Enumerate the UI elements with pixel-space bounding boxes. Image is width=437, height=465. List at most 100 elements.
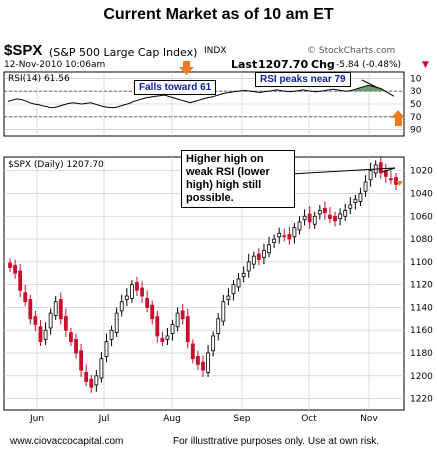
chg-down-marker: ▼ xyxy=(422,60,429,70)
candle-body xyxy=(63,316,68,331)
candle-body xyxy=(53,301,58,316)
price-tick-label: 1160 xyxy=(410,326,433,336)
candle-body xyxy=(33,316,38,325)
candle-body xyxy=(145,297,150,308)
candle-body xyxy=(343,210,348,217)
rsi-tick-label: 90 xyxy=(410,126,422,136)
index-name: (S&P 500 Large Cap Index) xyxy=(49,46,198,59)
candle-body xyxy=(292,227,297,238)
price-tick-label: 1080 xyxy=(410,235,433,245)
candle-body xyxy=(241,272,246,278)
candle-body xyxy=(38,326,43,343)
candle-body xyxy=(307,213,312,223)
candle-body xyxy=(338,213,343,219)
candle-body xyxy=(317,210,322,215)
candle-body xyxy=(13,264,17,274)
candle-body xyxy=(8,262,12,268)
candle-body xyxy=(114,312,119,333)
candle-body xyxy=(79,350,84,371)
candle-body xyxy=(333,215,337,222)
candle-body xyxy=(206,352,210,373)
chg-value: -5.84 (-0.48%) xyxy=(336,60,402,70)
candle-body xyxy=(322,207,327,214)
last-label: Last xyxy=(231,58,258,71)
candle-body xyxy=(160,337,165,343)
month-label: Oct xyxy=(301,414,317,424)
arrow-down-icon xyxy=(179,61,194,75)
candle-body xyxy=(165,335,170,340)
peaks-callout-line xyxy=(361,79,379,89)
candle-body xyxy=(170,324,175,335)
candle-body xyxy=(48,312,53,329)
month-label: Aug xyxy=(163,414,181,424)
symbol-label: $SPX xyxy=(4,42,43,59)
candle-body xyxy=(119,301,124,312)
candle-body xyxy=(231,284,236,295)
candle-body xyxy=(312,215,317,225)
candle-body xyxy=(180,310,185,320)
rsi-label: RSI(14) 61.56 xyxy=(8,74,70,84)
candle-body xyxy=(109,329,114,340)
candle-body xyxy=(348,204,353,209)
candle-body xyxy=(302,215,307,221)
candle-body xyxy=(58,299,63,320)
candle-body xyxy=(155,316,160,337)
small-arrow-icon xyxy=(396,181,403,186)
candle-body xyxy=(262,250,266,258)
candle-body xyxy=(277,232,282,238)
candle-body xyxy=(246,261,251,272)
footer-site: www.ciovaccocapital.com xyxy=(10,436,124,447)
price-tick-label: 1140 xyxy=(410,303,433,313)
price-tick-label: 1180 xyxy=(410,349,433,359)
candle-body xyxy=(28,299,33,320)
price-tick-labels: 1220 1200 1180 1160 1140 1120 1100 1080 1060 1040… xyxy=(410,167,433,405)
rsi-line xyxy=(7,84,395,109)
candle-body xyxy=(221,301,226,322)
note-falls: Falls toward 61 xyxy=(134,80,217,95)
candle-body xyxy=(394,177,398,185)
candlesticks xyxy=(8,157,398,393)
candle-body xyxy=(185,316,190,343)
candle-body xyxy=(358,193,363,202)
month-label: Jun xyxy=(29,414,44,424)
candle-body xyxy=(43,329,48,340)
month-label: Nov xyxy=(360,414,378,424)
candle-body xyxy=(282,235,287,238)
candle-body xyxy=(201,361,205,371)
candle-body xyxy=(287,234,292,240)
rsi-tick-labels: 90 70 50 30 10 xyxy=(410,74,422,135)
rsi-tick-label: 10 xyxy=(410,74,422,84)
price-tick-label: 1200 xyxy=(410,372,433,382)
candle-body xyxy=(104,341,109,357)
price-tick-label: 1120 xyxy=(410,281,433,291)
candle-body xyxy=(135,281,139,291)
candle-body xyxy=(129,284,134,299)
note-higher-high: Higher high on weak RSI (lower high) hig… xyxy=(181,150,295,208)
month-label: Jul xyxy=(98,414,110,424)
watermark: © StockCharts.com xyxy=(307,46,396,56)
candle-body xyxy=(18,270,23,291)
candle-body xyxy=(216,318,221,335)
candle-body xyxy=(368,170,373,181)
candle-body xyxy=(328,214,332,219)
chart-heading: Current Market as of 10 am ET xyxy=(103,6,334,23)
candle-body xyxy=(363,181,368,192)
candle-body xyxy=(236,278,241,288)
footer-disclaimer: For illusttrative purposes only. Use at … xyxy=(173,436,380,447)
exchange-label: INDX xyxy=(204,46,227,56)
candle-body xyxy=(23,292,28,303)
candle-body xyxy=(140,287,144,297)
month-labels: Jun Jul Aug Sep Oct Nov xyxy=(29,414,378,424)
candle-body xyxy=(124,295,129,300)
candle-body xyxy=(190,343,195,360)
price-tick-label: 1060 xyxy=(410,212,433,222)
higher-high-callout-line xyxy=(289,167,396,175)
price-tick-label: 1220 xyxy=(410,395,433,405)
month-label: Sep xyxy=(234,414,251,424)
candle-body xyxy=(389,178,393,181)
candle-body xyxy=(69,332,73,343)
candle-body xyxy=(297,221,302,231)
candle-body xyxy=(378,162,383,174)
candle-body xyxy=(89,378,94,388)
